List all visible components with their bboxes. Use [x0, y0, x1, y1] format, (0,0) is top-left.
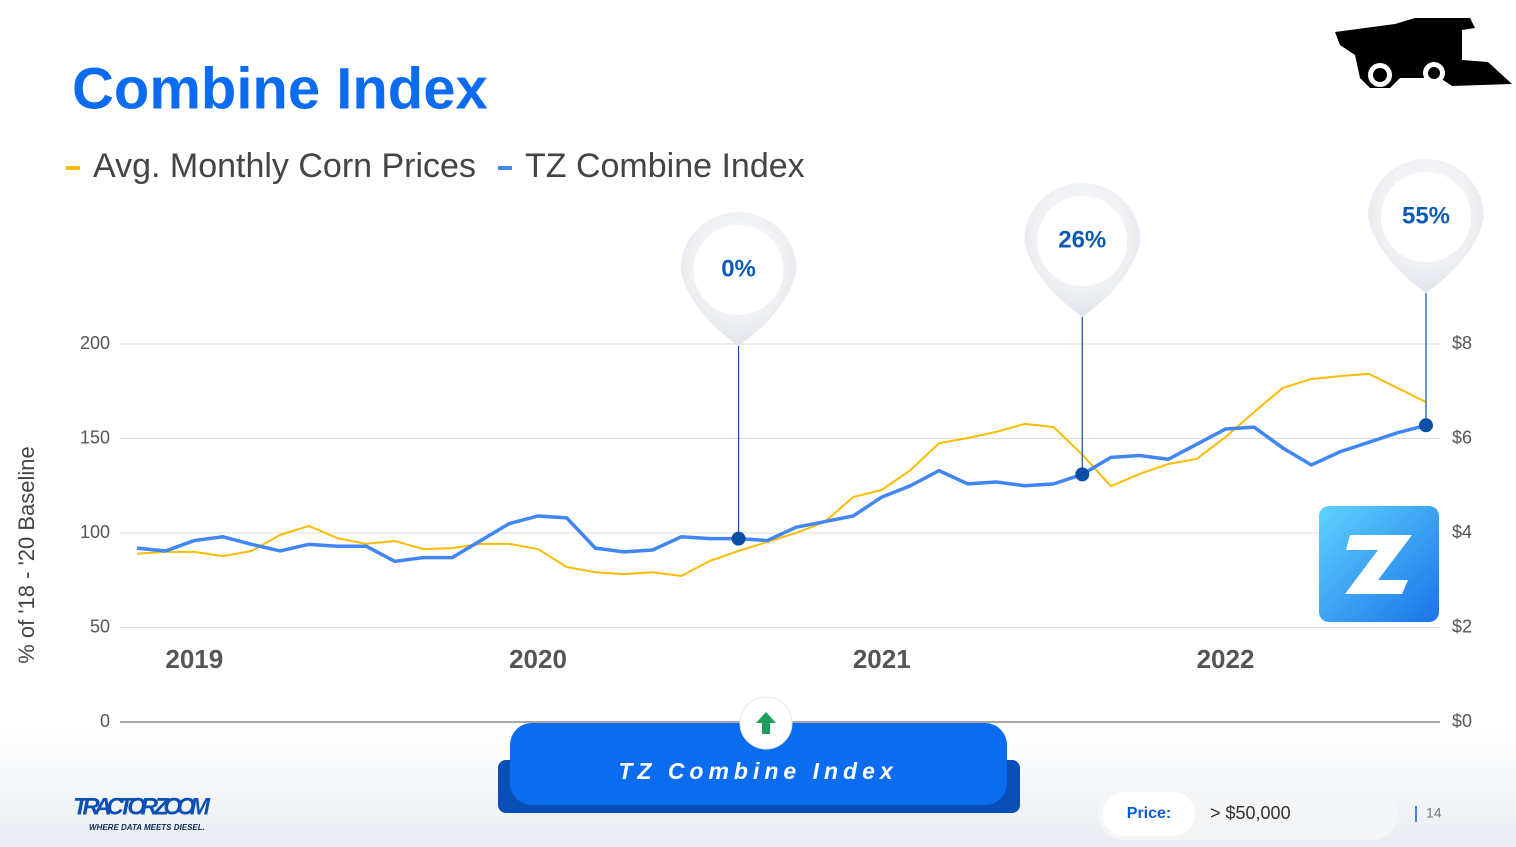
- y2-tick-label: $8: [1452, 333, 1472, 353]
- y-tick-label: 0: [100, 711, 110, 731]
- pin-inner: [1381, 172, 1471, 262]
- legend-swatch: [66, 166, 80, 170]
- legend-swatch: [497, 166, 512, 170]
- annotation-label: 55%: [1402, 202, 1450, 229]
- x-tick-label: 2022: [1197, 644, 1255, 674]
- x-tick-label: 2019: [165, 644, 223, 674]
- pin-inner: [1037, 196, 1128, 286]
- filter-label: Price:: [1127, 805, 1171, 822]
- filter-pill: Price: > $50,000: [1098, 788, 1398, 840]
- y-tick-label: 150: [80, 427, 110, 447]
- y2-tick-label: $0: [1452, 711, 1472, 731]
- y-tick-label: 100: [80, 522, 110, 542]
- x-tick-label: 2020: [509, 644, 567, 674]
- legend: Avg. Monthly Corn Prices TZ Combine Index: [66, 147, 805, 185]
- y2-tick-label: $2: [1452, 616, 1472, 636]
- pin-inner: [693, 225, 784, 315]
- filter-value: > $50,000: [1210, 803, 1291, 823]
- page-number: 14: [1426, 805, 1442, 821]
- y-axis-label: % of '18 - '20 Baseline: [14, 446, 39, 664]
- annotated-point: [731, 531, 746, 546]
- legend-label: TZ Combine Index: [525, 147, 805, 185]
- legend-label: Avg. Monthly Corn Prices: [93, 147, 476, 185]
- y2-tick-label: $4: [1452, 522, 1472, 542]
- series-line: [136, 372, 1427, 577]
- annotated-point: [1419, 418, 1433, 433]
- button-label[interactable]: TZ Combine Index: [618, 758, 897, 784]
- y2-tick-label: $6: [1452, 427, 1472, 447]
- plot: 0 50 100 150 200 $0 $2 $4 $6 $8 2019 2020 2021 2022 0%…: [80, 159, 1484, 731]
- button[interactable]: TZ Combine Index: [498, 723, 1020, 813]
- annotated-point: [1075, 467, 1090, 482]
- series-line: [136, 423, 1427, 564]
- x-tick-label: 2021: [853, 644, 911, 674]
- annotation-label: 0%: [721, 255, 756, 282]
- tagline: WHERE DATA MEETS DIESEL.: [89, 823, 205, 832]
- up-arrow-icon: [739, 696, 793, 750]
- logo: TRACTOR ZOOM: [73, 793, 211, 820]
- y-tick-label: 50: [90, 616, 110, 636]
- annotation-label: 26%: [1058, 226, 1106, 253]
- chart-title: Combine Index: [72, 56, 488, 121]
- combine-icon: [1335, 18, 1512, 88]
- y-tick-label: 200: [80, 333, 110, 353]
- tz-logo-tile: [1319, 506, 1439, 622]
